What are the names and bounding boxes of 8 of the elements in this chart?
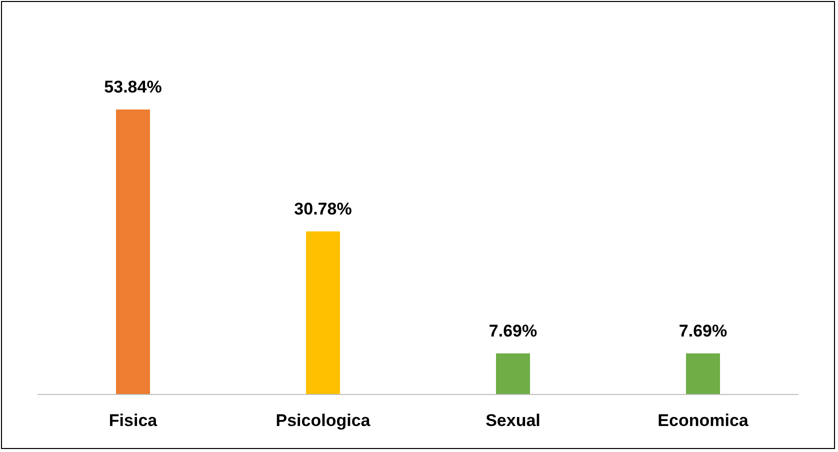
x-tick-label: Economica — [658, 411, 749, 430]
data-label: 7.69% — [678, 321, 728, 340]
x-tick-label: Fisica — [108, 411, 158, 430]
data-label: 53.84% — [104, 78, 162, 97]
x-tick-label: Sexual — [486, 411, 540, 430]
data-label: 30.78% — [294, 199, 352, 218]
data-label: 7.69% — [488, 321, 538, 340]
x-tick-label: Psicologica — [276, 411, 371, 430]
